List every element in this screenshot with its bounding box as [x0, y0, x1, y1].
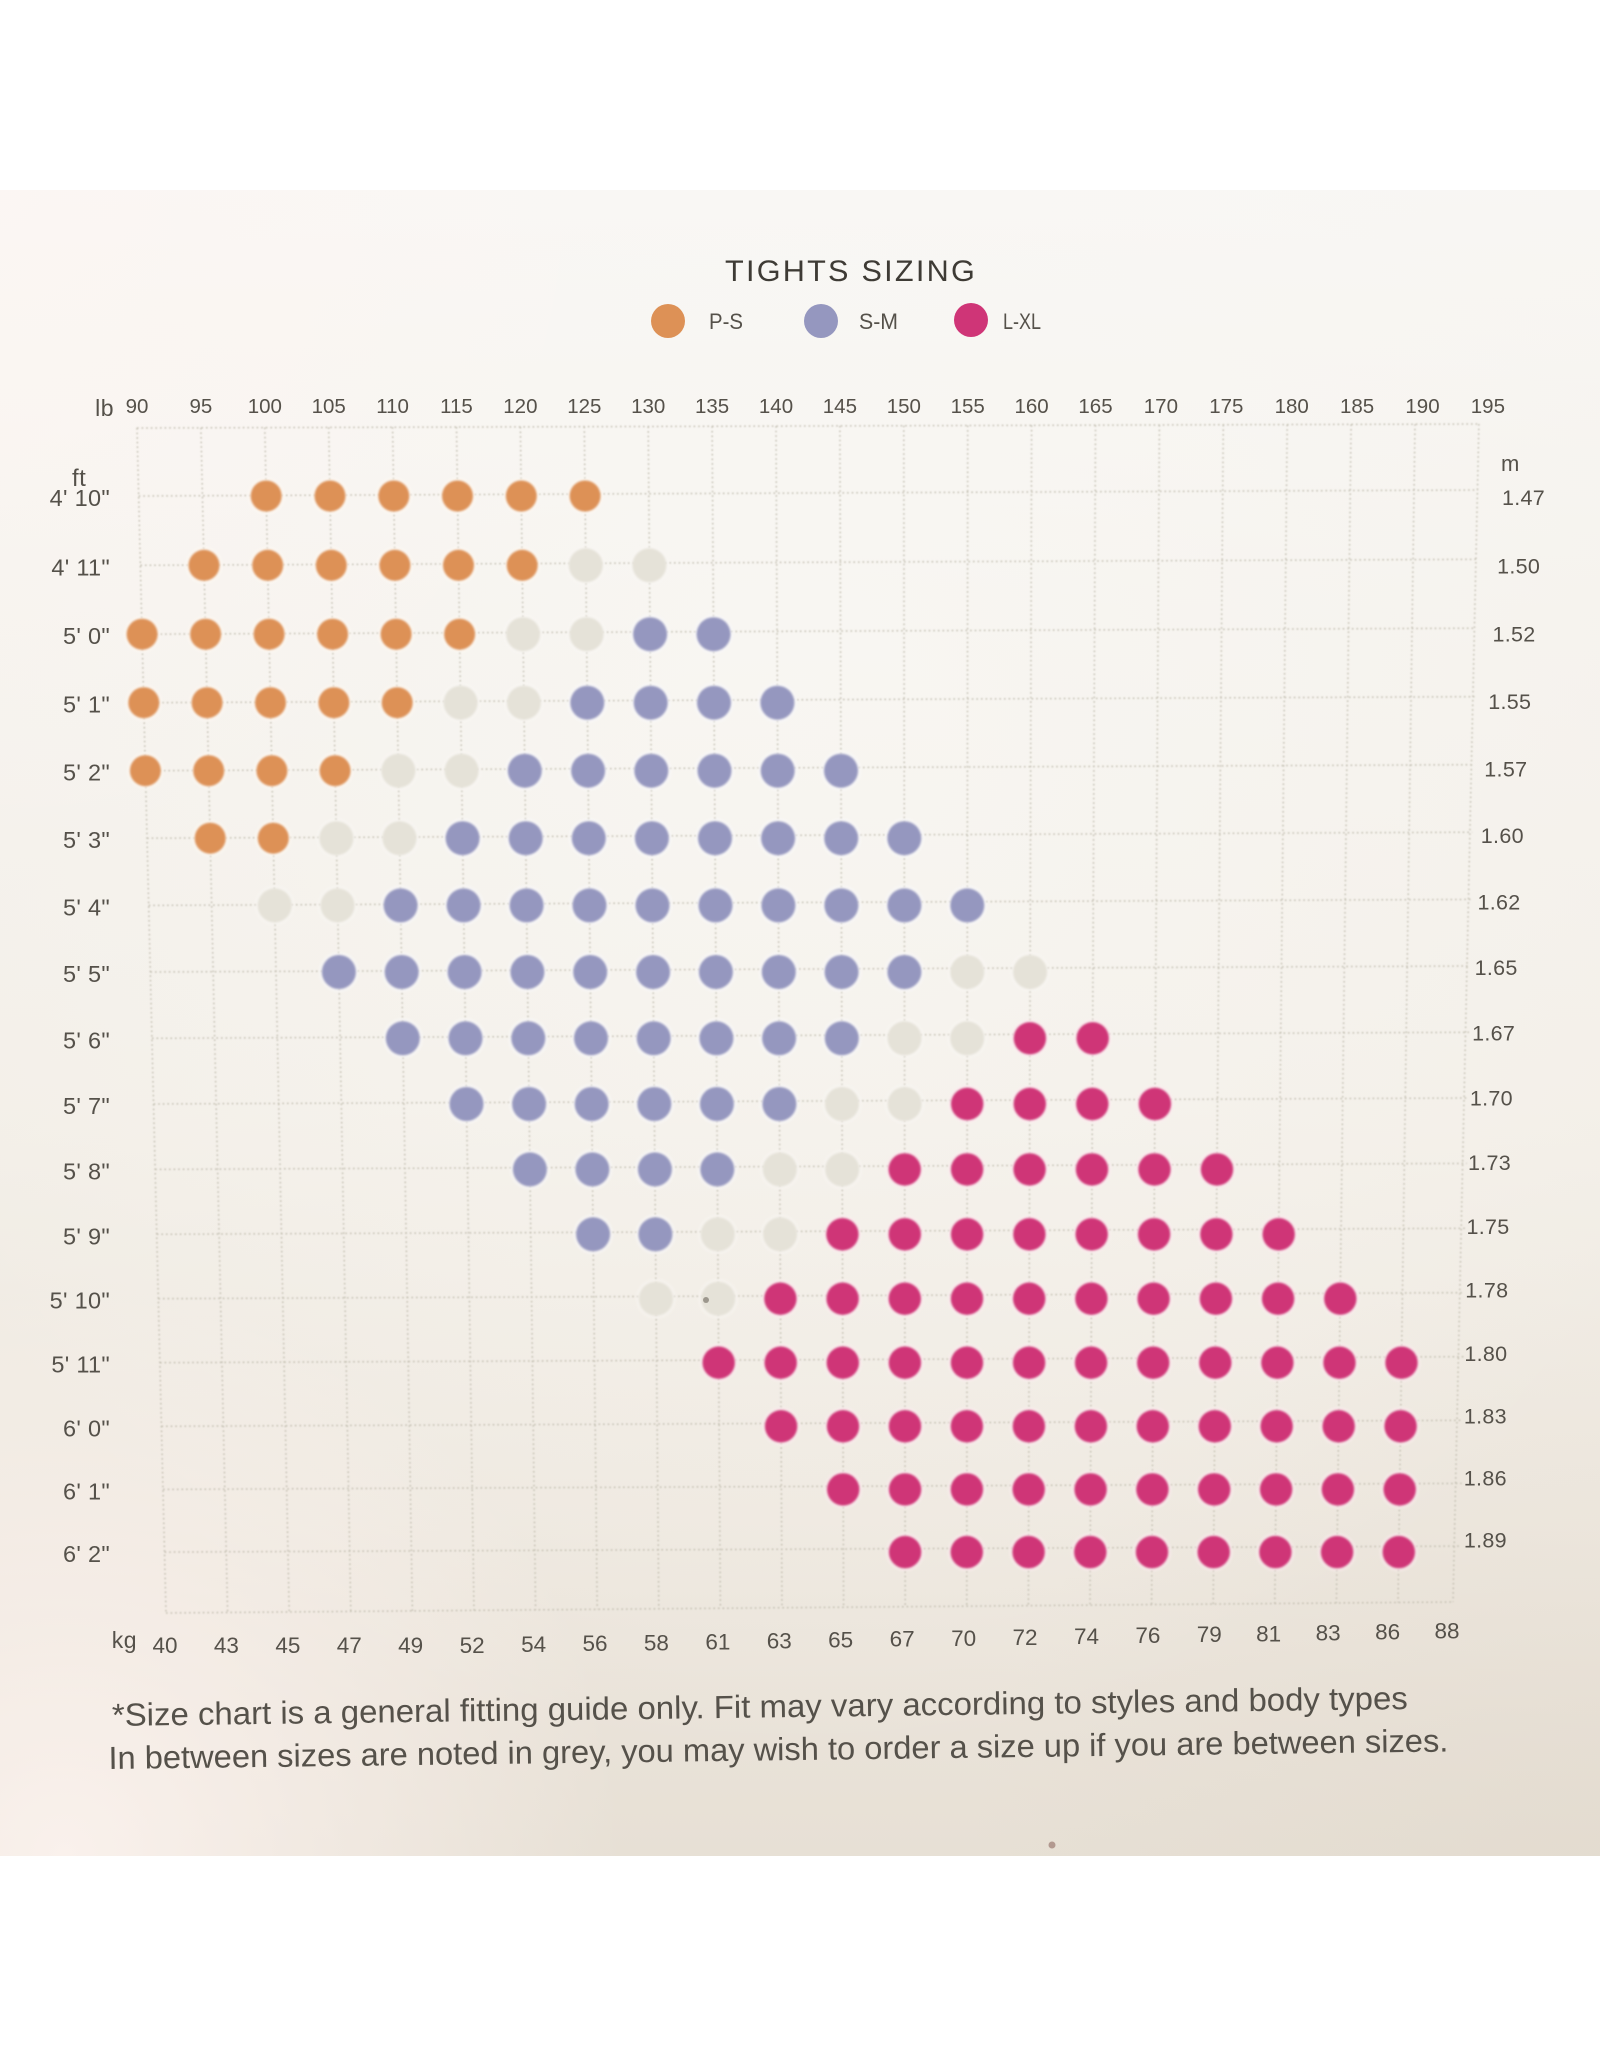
svg-text:5' 8": 5' 8"	[63, 1158, 110, 1184]
svg-text:88: 88	[1434, 1619, 1459, 1644]
svg-text:43: 43	[214, 1633, 239, 1658]
svg-text:40: 40	[152, 1633, 177, 1658]
svg-text:5' 0": 5' 0"	[63, 623, 110, 649]
svg-text:165: 165	[1078, 395, 1112, 418]
svg-text:47: 47	[337, 1633, 362, 1658]
svg-text:1.57: 1.57	[1484, 757, 1527, 781]
svg-text:1.65: 1.65	[1475, 956, 1518, 980]
svg-text:125: 125	[567, 395, 601, 418]
svg-text:120: 120	[503, 395, 537, 418]
svg-text:5' 2": 5' 2"	[63, 760, 110, 786]
svg-text:1.75: 1.75	[1467, 1215, 1510, 1239]
svg-text:L-XL: L-XL	[1003, 309, 1041, 334]
svg-text:1.89: 1.89	[1464, 1529, 1507, 1553]
svg-text:150: 150	[887, 395, 921, 418]
svg-text:1.60: 1.60	[1481, 824, 1524, 848]
svg-text:67: 67	[890, 1627, 915, 1652]
svg-text:63: 63	[767, 1629, 792, 1654]
svg-text:130: 130	[631, 395, 665, 418]
svg-text:105: 105	[312, 395, 346, 418]
svg-text:S-M: S-M	[859, 309, 898, 334]
svg-text:5' 5": 5' 5"	[63, 961, 110, 987]
svg-text:5' 4": 5' 4"	[63, 894, 110, 920]
svg-text:175: 175	[1209, 395, 1243, 418]
svg-text:56: 56	[582, 1631, 607, 1656]
svg-text:4' 11": 4' 11"	[51, 554, 110, 580]
svg-text:74: 74	[1074, 1624, 1099, 1649]
svg-text:6' 0": 6' 0"	[63, 1415, 110, 1441]
svg-text:54: 54	[521, 1632, 546, 1657]
svg-text:1.86: 1.86	[1464, 1467, 1507, 1491]
svg-text:6' 2": 6' 2"	[63, 1541, 110, 1567]
svg-text:5' 7": 5' 7"	[63, 1093, 110, 1119]
svg-text:lb: lb	[95, 395, 114, 421]
svg-text:1.78: 1.78	[1465, 1279, 1508, 1303]
svg-text:49: 49	[398, 1633, 423, 1658]
svg-text:95: 95	[189, 395, 212, 418]
svg-text:190: 190	[1405, 395, 1439, 418]
svg-text:170: 170	[1144, 395, 1178, 418]
svg-text:145: 145	[823, 395, 857, 418]
svg-text:5' 3": 5' 3"	[63, 827, 110, 853]
svg-text:86: 86	[1375, 1620, 1400, 1645]
svg-text:1.52: 1.52	[1493, 623, 1536, 647]
svg-text:6' 1": 6' 1"	[63, 1478, 110, 1504]
svg-text:160: 160	[1014, 395, 1048, 418]
svg-text:5' 6": 5' 6"	[63, 1027, 110, 1053]
svg-text:52: 52	[460, 1633, 485, 1658]
svg-text:1.70: 1.70	[1470, 1086, 1513, 1110]
svg-text:83: 83	[1316, 1620, 1341, 1645]
svg-text:ft: ft	[72, 465, 86, 492]
svg-text:195: 195	[1471, 395, 1505, 418]
svg-text:140: 140	[759, 395, 793, 418]
svg-text:65: 65	[828, 1628, 853, 1653]
svg-text:1.50: 1.50	[1497, 555, 1540, 579]
svg-text:185: 185	[1340, 395, 1374, 418]
svg-text:1.80: 1.80	[1464, 1342, 1507, 1366]
svg-text:5' 10": 5' 10"	[50, 1288, 110, 1314]
svg-text:81: 81	[1256, 1621, 1281, 1646]
svg-text:90: 90	[126, 395, 149, 418]
svg-text:76: 76	[1135, 1623, 1160, 1648]
svg-text:TIGHTS SIZING: TIGHTS SIZING	[725, 255, 977, 288]
svg-text:5' 9": 5' 9"	[63, 1223, 110, 1249]
svg-text:180: 180	[1275, 395, 1309, 418]
svg-text:155: 155	[951, 395, 985, 418]
svg-text:79: 79	[1197, 1622, 1222, 1647]
svg-text:72: 72	[1012, 1625, 1037, 1650]
svg-text:P-S: P-S	[709, 309, 743, 334]
svg-text:4' 10": 4' 10"	[50, 485, 110, 511]
svg-text:1.73: 1.73	[1468, 1151, 1511, 1175]
svg-text:1.62: 1.62	[1478, 890, 1521, 914]
svg-text:135: 135	[695, 395, 729, 418]
svg-text:115: 115	[440, 395, 473, 418]
svg-text:5' 11": 5' 11"	[51, 1352, 110, 1378]
svg-text:61: 61	[705, 1629, 730, 1654]
svg-text:5' 1": 5' 1"	[63, 692, 110, 718]
svg-text:1.67: 1.67	[1472, 1022, 1515, 1046]
svg-text:1.47: 1.47	[1502, 486, 1545, 510]
svg-text:70: 70	[951, 1626, 976, 1651]
svg-text:1.55: 1.55	[1488, 690, 1531, 714]
svg-text:45: 45	[275, 1633, 300, 1658]
svg-text:100: 100	[248, 395, 282, 418]
svg-text:m: m	[1501, 451, 1520, 476]
svg-text:58: 58	[644, 1630, 669, 1655]
svg-text:110: 110	[376, 395, 409, 418]
svg-text:1.83: 1.83	[1464, 1405, 1507, 1429]
svg-text:kg: kg	[112, 1627, 137, 1653]
